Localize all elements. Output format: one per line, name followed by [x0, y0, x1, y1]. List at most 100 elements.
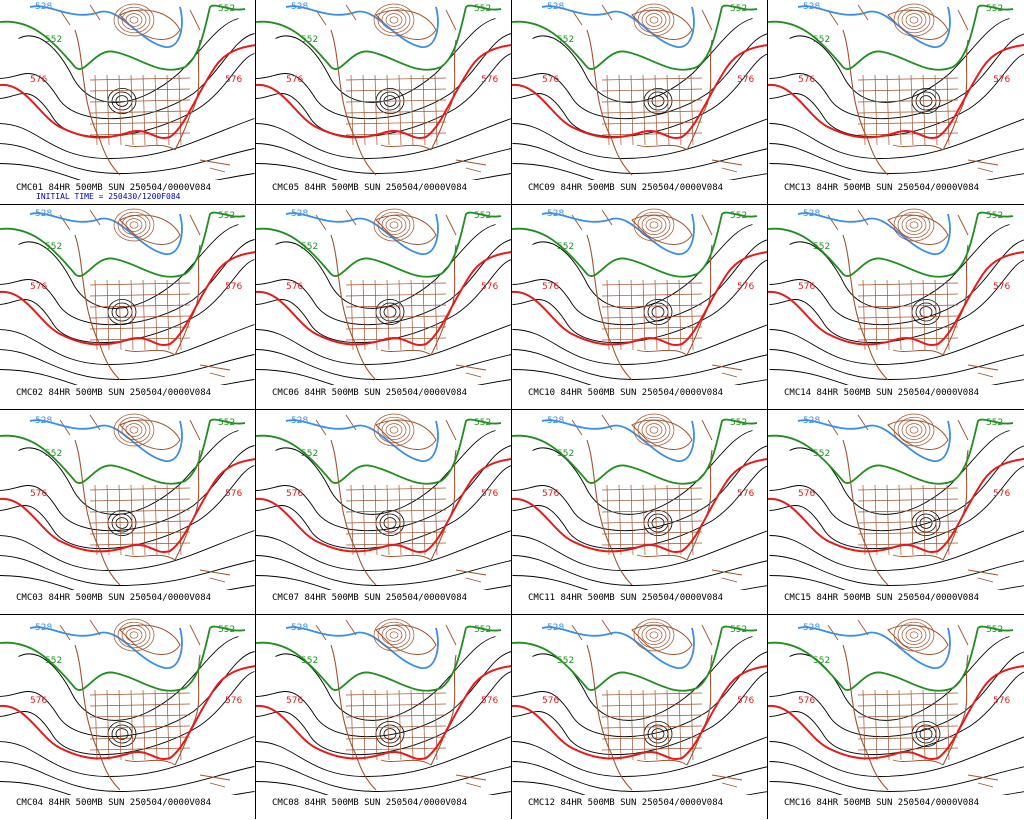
height-contour-576	[256, 45, 512, 138]
height-contour-576	[256, 252, 512, 345]
contour-label-576: 576	[286, 696, 303, 706]
low-center-contour	[130, 632, 138, 638]
contour-label-576: 576	[30, 282, 47, 292]
closed-low-contour	[116, 729, 128, 740]
low-center-contour	[898, 417, 930, 443]
black-height-contour	[0, 531, 255, 571]
low-center-contour	[898, 622, 930, 648]
contour-label-552: 552	[813, 656, 830, 666]
contour-label-528: 528	[291, 623, 308, 633]
height-contour-552	[0, 6, 245, 70]
contour-label-552: 552	[557, 656, 574, 666]
closed-low-contour	[916, 514, 936, 532]
low-center-contour	[390, 427, 398, 433]
contour-label-552: 552	[301, 656, 318, 666]
low-center-contour	[638, 7, 670, 33]
low-center-contour	[910, 222, 918, 228]
black-height-contour	[770, 556, 1024, 586]
contour-label-576: 576	[993, 282, 1010, 292]
low-center-contour	[906, 14, 922, 27]
low-center-contour	[646, 14, 662, 27]
panel-divider	[0, 614, 1024, 615]
low-center-contour	[650, 222, 658, 228]
black-height-contour	[770, 782, 1024, 796]
height-contour-552	[768, 6, 1013, 70]
contour-label-552: 552	[301, 35, 318, 45]
low-center-contour	[126, 424, 142, 437]
closed-low-contour	[384, 307, 396, 318]
contour-label-552: 552	[474, 625, 491, 635]
height-contour-576	[768, 252, 1024, 345]
low-center-contour	[910, 427, 918, 433]
low-center-contour	[894, 209, 934, 241]
height-contour-552	[512, 420, 757, 484]
contour-label-552: 552	[986, 211, 1003, 221]
height-contour-map: 576 576 552 552 528	[256, 615, 512, 795]
low-center-contour	[114, 414, 154, 446]
panel-caption: CMC09 84HR 500MB SUN 250504/0000V084	[528, 183, 723, 193]
panel-caption: CMC02 84HR 500MB SUN 250504/0000V084	[16, 388, 211, 398]
low-center-contour	[910, 17, 918, 23]
contour-label-552: 552	[218, 211, 235, 221]
low-center-contour	[378, 417, 410, 443]
low-center-contour	[114, 619, 154, 651]
contour-label-552: 552	[813, 242, 830, 252]
black-height-contour	[770, 762, 1024, 792]
contour-label-528: 528	[547, 416, 564, 426]
contour-label-528: 528	[547, 209, 564, 219]
low-center-contour	[894, 4, 934, 36]
contour-label-552: 552	[301, 449, 318, 459]
low-center-contour	[130, 17, 138, 23]
contour-label-528: 528	[803, 416, 820, 426]
low-center-contour	[378, 212, 410, 238]
low-center-contour	[906, 424, 922, 437]
closed-low-contour	[112, 514, 132, 532]
contour-label-576: 576	[542, 696, 559, 706]
contour-label-552: 552	[730, 418, 747, 428]
black-height-contour	[513, 782, 769, 796]
closed-low-contour	[384, 518, 396, 529]
height-contour-552	[768, 420, 1013, 484]
contour-label-552: 552	[557, 242, 574, 252]
contour-label-576: 576	[798, 282, 815, 292]
closed-low-contour	[380, 725, 400, 743]
contour-label-528: 528	[803, 623, 820, 633]
panel-caption: CMC08 84HR 500MB SUN 250504/0000V084	[272, 798, 467, 808]
contour-label-552: 552	[218, 625, 235, 635]
black-height-contour	[0, 672, 255, 755]
panel-divider	[0, 204, 1024, 205]
contour-label-552: 552	[45, 35, 62, 45]
panel-divider	[0, 409, 1024, 410]
closed-low-contour	[648, 514, 668, 532]
contour-label-552: 552	[730, 625, 747, 635]
low-center-contour	[650, 427, 658, 433]
contour-label-576: 576	[993, 75, 1010, 85]
black-height-contour	[256, 370, 512, 386]
contour-label-576: 576	[798, 489, 815, 499]
low-center-contour	[374, 414, 414, 446]
black-height-contour	[513, 144, 769, 174]
low-center-contour	[634, 414, 674, 446]
panel-caption: CMC04 84HR 500MB SUN 250504/0000V084	[16, 798, 211, 808]
panel-caption: CMC16 84HR 500MB SUN 250504/0000V084	[784, 798, 979, 808]
contour-label-576: 576	[481, 696, 498, 706]
contour-label-576: 576	[542, 489, 559, 499]
panel-caption: CMC10 84HR 500MB SUN 250504/0000V084	[528, 388, 723, 398]
black-height-contour	[0, 556, 255, 586]
contour-label-528: 528	[291, 209, 308, 219]
low-center-contour	[130, 427, 138, 433]
